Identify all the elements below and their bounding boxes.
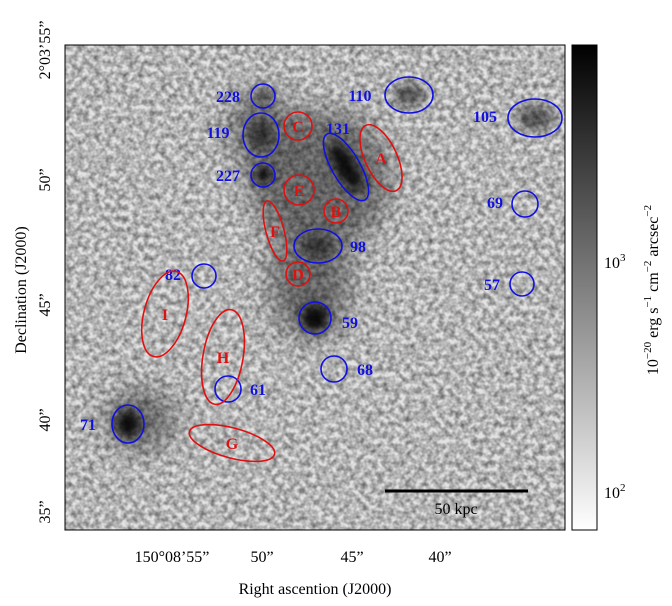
region-label: D — [292, 267, 304, 284]
region — [283, 174, 315, 206]
region — [283, 111, 313, 141]
region — [320, 355, 348, 383]
region — [298, 301, 332, 335]
region-label: 98 — [350, 239, 366, 256]
tick-exp: 2 — [620, 482, 626, 494]
region — [507, 98, 563, 138]
region — [188, 423, 276, 463]
region-label: A — [375, 151, 387, 168]
region-label: 59 — [342, 315, 358, 332]
region-label: F — [270, 224, 280, 241]
region — [511, 190, 539, 218]
colorbar-tick-label: 102 — [604, 482, 626, 502]
region — [250, 162, 276, 188]
region — [323, 198, 349, 224]
region-label: H — [217, 350, 230, 367]
label-text: arcsec — [645, 217, 662, 261]
region — [250, 83, 276, 109]
region-label: 105 — [473, 109, 497, 126]
label-text: erg s — [645, 308, 662, 342]
label-text: cm — [645, 272, 662, 296]
region-label: 57 — [484, 277, 500, 294]
y-tick-label: 35” — [37, 500, 54, 523]
colorbar-label: 10−20 erg s−1 cm−2 arcsec−2 — [642, 205, 662, 375]
sky-image — [65, 45, 565, 530]
x-axis-label: Right ascention (J2000) — [239, 581, 392, 598]
colorbar-tick-label: 103 — [604, 252, 626, 272]
frame — [64, 44, 566, 531]
region — [111, 404, 145, 444]
tick-base: 10 — [604, 255, 620, 272]
region-label: E — [294, 183, 305, 200]
region — [359, 123, 403, 193]
region-label: 82 — [165, 267, 181, 284]
label-sup: −20 — [642, 341, 654, 359]
region-label: 131 — [326, 121, 350, 138]
label-sup: −1 — [642, 296, 654, 308]
region-label: 119 — [206, 125, 229, 142]
region-label: 110 — [348, 88, 371, 105]
region — [322, 132, 370, 202]
region-label: 228 — [216, 89, 240, 106]
region-label: I — [162, 307, 168, 324]
region-label: 68 — [357, 362, 373, 379]
region-label: B — [331, 204, 342, 221]
region — [140, 270, 190, 358]
y-tick-label: 45” — [37, 293, 54, 316]
region — [242, 112, 280, 158]
x-tick-label: 50” — [250, 549, 273, 566]
region-label: C — [292, 119, 304, 136]
region — [191, 263, 217, 289]
x-tick-label: 150°08’55” — [135, 549, 210, 566]
region — [214, 375, 242, 403]
region-label: 69 — [487, 195, 503, 212]
tick-base: 10 — [604, 485, 620, 502]
scale-bar-label: 50 kpc — [434, 501, 477, 518]
region-label: 227 — [216, 168, 240, 185]
region-label: 71 — [80, 417, 96, 434]
label-sup: −2 — [642, 205, 654, 217]
region — [285, 261, 311, 287]
label-text: 10 — [645, 359, 662, 375]
y-axis-label: Declination (J2000) — [13, 226, 30, 354]
colorbar — [571, 44, 598, 531]
region — [509, 271, 535, 297]
x-tick-label: 45” — [340, 549, 363, 566]
region — [293, 228, 343, 264]
y-tick-label: 40” — [37, 408, 54, 431]
region — [200, 308, 246, 406]
region — [384, 76, 434, 114]
y-tick-label: 50” — [37, 168, 54, 191]
label-sup: −2 — [642, 261, 654, 273]
region-label: 61 — [250, 382, 266, 399]
region-label: G — [226, 436, 239, 453]
tick-exp: 3 — [620, 252, 626, 264]
y-tick-label: 2°03’55” — [37, 21, 54, 80]
region — [262, 200, 288, 262]
x-tick-label: 40” — [428, 549, 451, 566]
